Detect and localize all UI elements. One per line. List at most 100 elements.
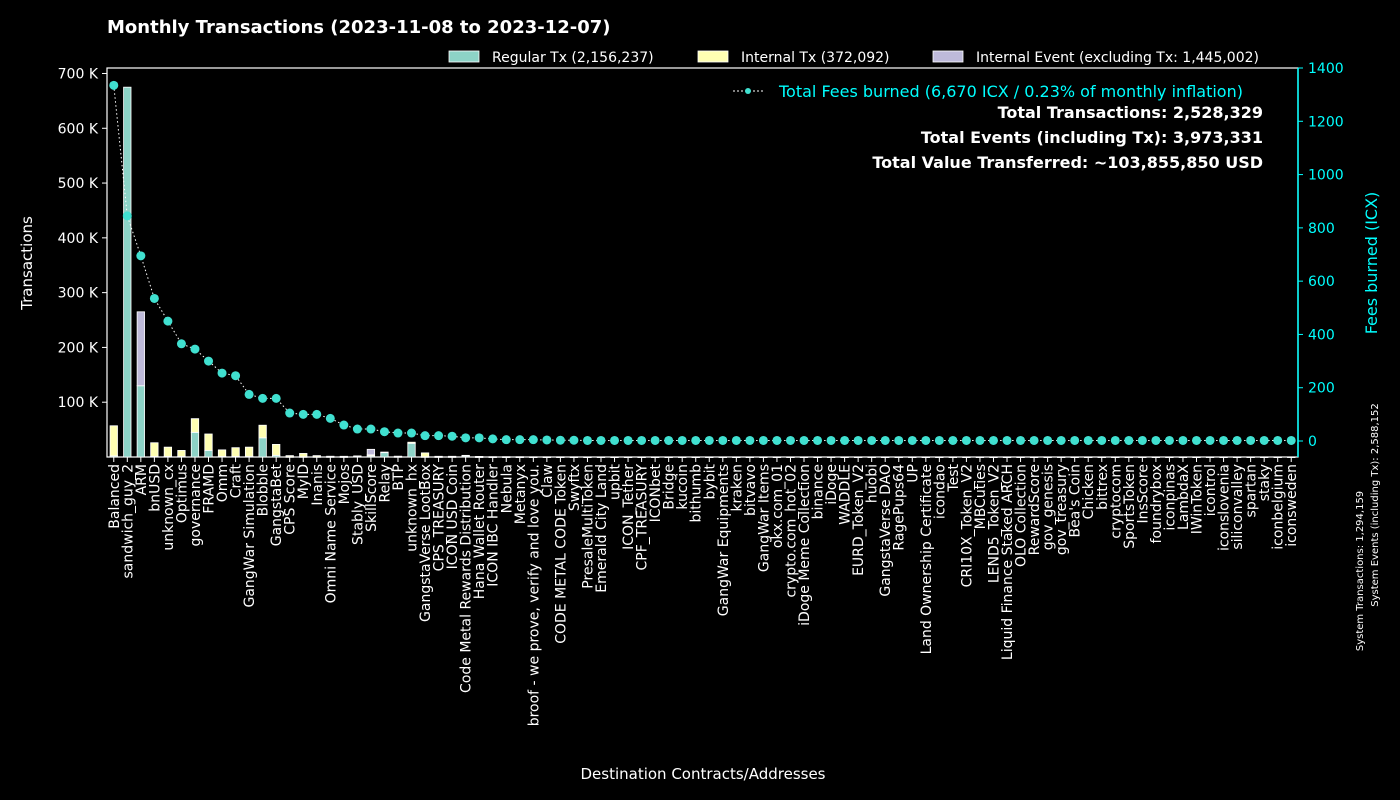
bar-regular — [123, 86, 132, 458]
y-tick-label: 600 K — [58, 121, 99, 137]
fees-point — [542, 435, 552, 445]
fees-point — [1151, 435, 1161, 445]
fees-point — [461, 433, 471, 443]
y-tick-label: 400 K — [58, 231, 99, 247]
fees-point — [1178, 435, 1188, 445]
bar-internal — [326, 455, 335, 458]
fees-point — [677, 435, 687, 445]
fees-point — [894, 435, 904, 445]
legend-label: Regular Tx (2,156,237) — [492, 50, 654, 66]
y-axis-left: 100 K 200 K 300 K 400 K 500 K 600 K 700 K — [58, 66, 107, 411]
bar-internal — [461, 454, 470, 457]
fees-point — [948, 435, 958, 445]
fees-point — [176, 339, 186, 349]
fees-point — [1219, 435, 1229, 445]
x-tick-label: sandwich_guy_2 — [120, 464, 136, 579]
y2-tick-label: 1000 — [1308, 168, 1344, 184]
bar-event — [136, 311, 145, 387]
bar-internal — [285, 455, 294, 458]
fees-point — [393, 428, 403, 438]
fees-point — [298, 409, 308, 419]
x-tick-label: iconslovenia — [1217, 464, 1233, 551]
x-tick-label: ICON_Tether — [621, 464, 637, 550]
fees-point — [1191, 435, 1201, 445]
fees-point — [555, 435, 565, 445]
x-tick-label: CODE METAL CODE Token — [553, 464, 569, 644]
chart-title: Monthly Transactions (2023-11-08 to 2023… — [107, 17, 611, 38]
x-tick-label: GangWar Equipments — [716, 464, 732, 616]
fees-point — [122, 211, 132, 221]
x-tick-label: Optimus — [174, 464, 190, 523]
y2-tick-label: 1400 — [1308, 61, 1344, 77]
fees-point — [258, 393, 268, 403]
fees-legend: Total Fees burned (6,670 ICX / 0.23% of … — [733, 82, 1243, 101]
x-tick-label: siliconvalley — [1230, 464, 1246, 550]
bar-regular — [380, 452, 389, 458]
x-tick-label: iDoge Meme Collection — [797, 464, 813, 626]
x-tick-label: bnUSD — [147, 464, 163, 512]
x-tick-label: BTP — [391, 464, 407, 491]
x-tick-label: Blobble — [256, 464, 272, 516]
bar-internal — [190, 418, 200, 433]
x-tick-label: unknown_cx — [161, 464, 177, 551]
fees-point — [379, 427, 389, 437]
bar-internal — [109, 425, 118, 457]
side-note-system-transactions: System Transactions: 1,294,159 — [1355, 491, 1366, 651]
x-tick-label: SportsToken — [1122, 464, 1138, 549]
fees-point — [637, 435, 647, 445]
fees-point — [785, 435, 795, 445]
bar-regular — [190, 431, 200, 458]
bar-regular — [258, 437, 267, 458]
x-tick-label: foundrybox — [1149, 464, 1165, 543]
fees-point — [1029, 435, 1039, 445]
bar-internal — [353, 455, 362, 457]
x-tick-label: Omm — [215, 464, 231, 502]
fees-point — [718, 435, 728, 445]
x-tick-label: RagePups64 — [892, 464, 908, 551]
x-tick-label: SkillScore — [364, 464, 380, 532]
x-tick-label: iconsweden — [1284, 464, 1300, 547]
x-tick-label: staky — [1257, 464, 1273, 501]
fees-point — [325, 413, 335, 423]
fees-point — [961, 435, 971, 445]
x-tick-label: Balanced — [107, 464, 123, 529]
bar-internal — [312, 455, 321, 458]
fees-point — [799, 435, 809, 445]
bar-internal — [272, 443, 281, 456]
x-tick-label: Code Metal Rewards Distribution — [459, 464, 475, 693]
bar-internal — [475, 455, 484, 458]
fees-point — [244, 389, 254, 399]
fees-point — [921, 435, 931, 445]
x-tick-label: PresaleMultiToken — [580, 464, 596, 589]
x-tick-label: FRAMD — [202, 464, 218, 514]
x-tick-label: ARM — [134, 464, 150, 495]
x-tick-label: Nebula — [499, 464, 515, 513]
x-tick-label: Mojos — [337, 464, 353, 504]
x-tick-label: bithumb — [689, 464, 705, 523]
bar-internal — [407, 441, 416, 444]
fees-point — [664, 435, 674, 445]
x-tick-label: CPS_TREASURY — [432, 464, 448, 572]
x-tick-label: CRI10X_Token_V2 — [959, 464, 975, 587]
x-tick-label: kucoin — [675, 464, 691, 510]
x-tick-label: gov_treasury — [1054, 464, 1070, 555]
x-tick-label: Omni Name Service — [323, 464, 339, 603]
fees-point — [826, 435, 836, 445]
fees-point — [501, 435, 511, 445]
fees-line — [109, 80, 1296, 445]
fees-point — [312, 409, 322, 419]
y2-axis-label: Fees burned (ICX) — [1362, 192, 1381, 335]
fees-point — [758, 435, 768, 445]
x-tick-label: RewardScore — [1027, 464, 1043, 555]
fees-point — [271, 393, 281, 403]
fees-point — [407, 428, 417, 438]
fees-point — [650, 435, 660, 445]
fees-point — [447, 431, 457, 441]
x-tick-label: UP — [905, 464, 921, 483]
fees-point — [1056, 435, 1066, 445]
fees-point — [934, 435, 944, 445]
y-axis-right: 0 200 400 600 800 1000 1200 1400 — [1297, 61, 1344, 457]
x-tick-label: LambdaX — [1176, 464, 1192, 530]
bar-internal — [393, 455, 403, 458]
x-tick-label: Relay — [377, 464, 393, 502]
